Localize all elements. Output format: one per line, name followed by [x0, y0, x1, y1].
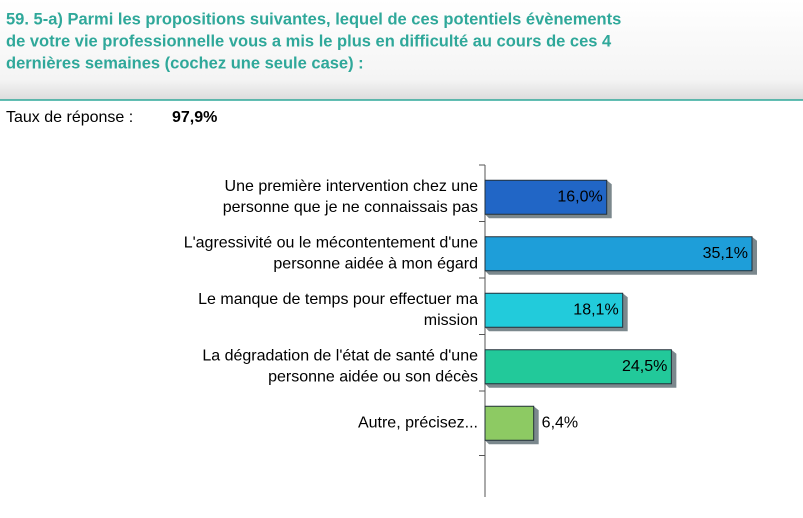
bar [484, 292, 624, 328]
bar [484, 349, 672, 385]
title-line: dernières semaines (cochez une seule cas… [6, 54, 364, 72]
category-label-line: personne que je ne connaissais pas [223, 199, 478, 216]
category-label-line: personne aidée ou son décès [268, 368, 478, 385]
value-label: 24,5% [622, 358, 667, 375]
category-label-line: Une première intervention chez une [225, 178, 479, 195]
response-label: Taux de réponse : [6, 109, 133, 126]
title-line: 59. 5-a) Parmi les propositions suivante… [6, 10, 621, 28]
value-label: 16,0% [557, 188, 602, 205]
category-label-line: mission [424, 312, 478, 329]
bar [484, 405, 535, 441]
bar [484, 179, 608, 215]
category-label-line: L'agressivité ou le mécontentement d'une [184, 234, 478, 251]
category-label-line: Le manque de temps pour effectuer ma [198, 291, 478, 308]
value-label: 6,4% [542, 414, 578, 431]
value-label: 18,1% [573, 301, 618, 318]
bar [484, 236, 753, 272]
category-label: Autre, précisez... [358, 414, 478, 431]
category-label-line: Autre, précisez... [358, 414, 478, 431]
value-label: 35,1% [703, 245, 748, 262]
category-label: L'agressivité ou le mécontentement d'une… [184, 234, 478, 272]
category-label-line: personne aidée à mon égard [273, 255, 478, 272]
category-label-line: La dégradation de l'état de santé d'une [202, 347, 478, 364]
category-label: Le manque de temps pour effectuer ma miss… [198, 291, 478, 329]
title-line: de votre vie professionnelle vous a mis … [6, 32, 612, 50]
category-label: Une première intervention chez une person… [223, 178, 478, 216]
response-rate: 97,9% [172, 109, 217, 126]
category-label: La dégradation de l'état de santé d'une p… [202, 347, 478, 385]
header-background [0, 0, 803, 100]
